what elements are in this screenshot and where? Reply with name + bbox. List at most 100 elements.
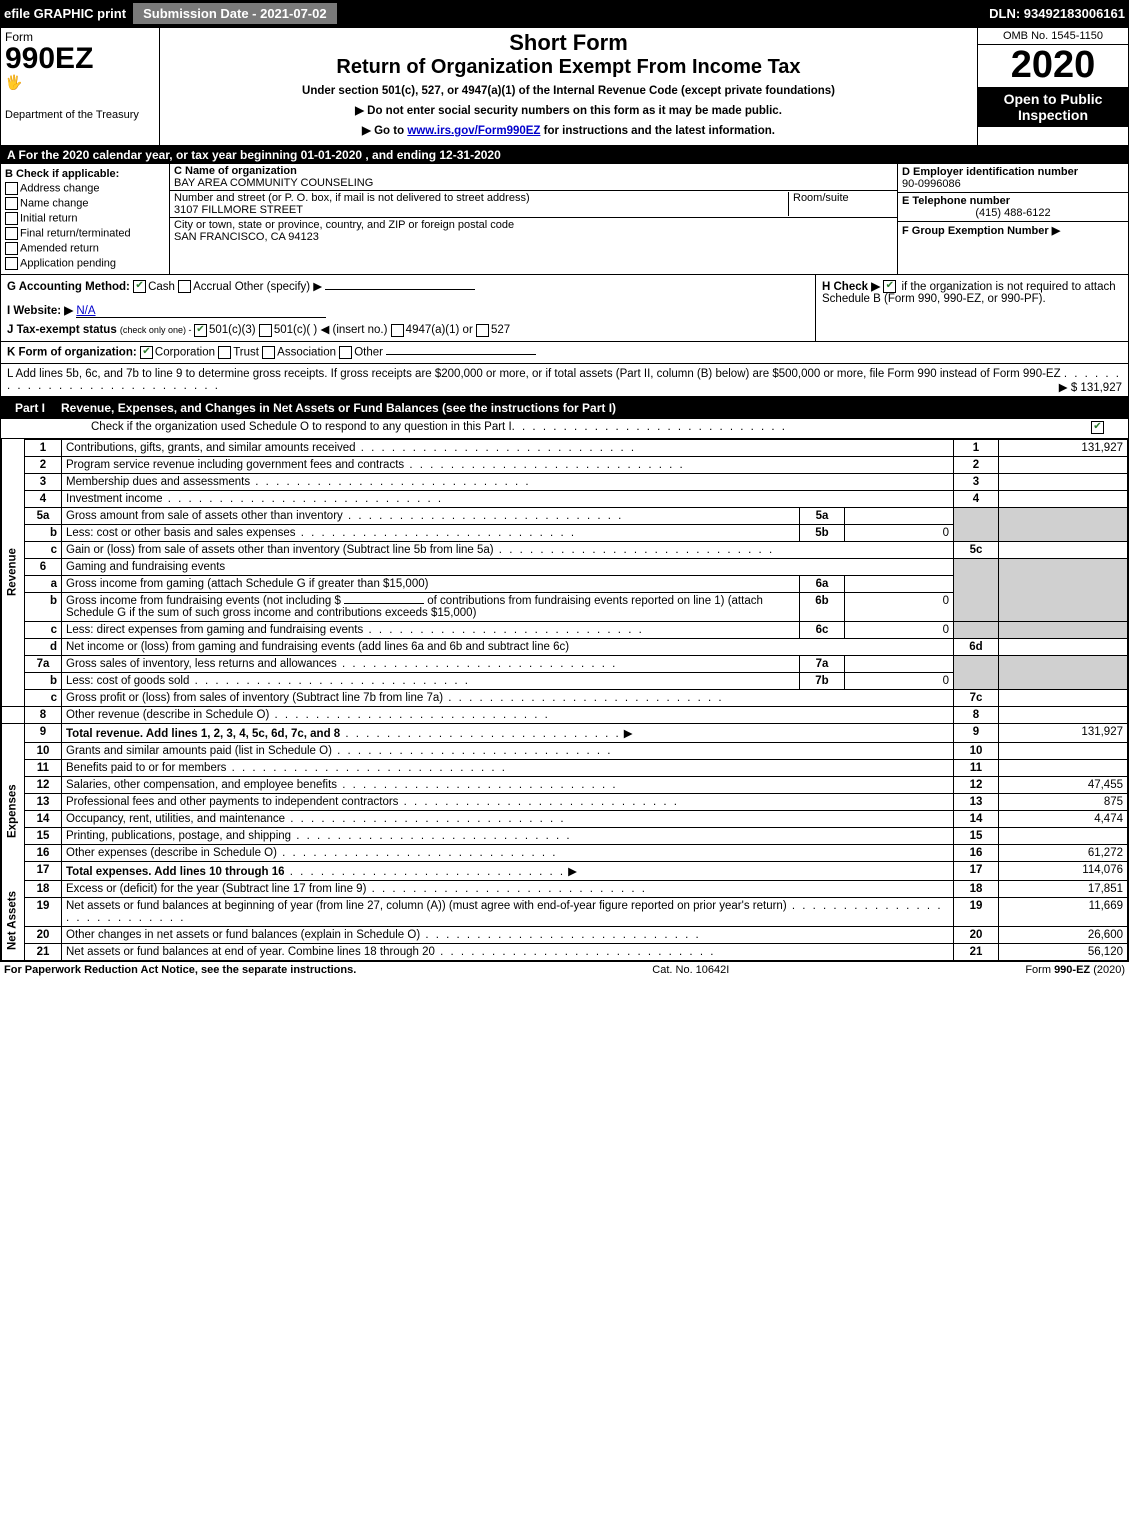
org-name: BAY AREA COMMUNITY COUNSELING — [174, 177, 373, 189]
ln-5c: c — [25, 541, 62, 558]
box-b: B Check if applicable: Address change Na… — [1, 164, 170, 274]
check-accrual[interactable] — [178, 280, 191, 293]
d-7b: Less: cost of goods sold — [66, 675, 189, 687]
submission-date-pill: Submission Date - 2021-07-02 — [132, 2, 338, 25]
check-other-org[interactable] — [339, 346, 352, 359]
amt-17: 114,076 — [999, 861, 1128, 880]
ln-3: 3 — [25, 473, 62, 490]
label-corp: Corporation — [155, 346, 215, 358]
d-17: Total expenses. Add lines 10 through 16 — [66, 866, 285, 878]
check-pending[interactable] — [5, 257, 18, 270]
dept-treasury: Department of the Treasury — [5, 109, 155, 121]
shade-5 — [954, 507, 999, 541]
no-ssn-note: ▶ Do not enter social security numbers o… — [164, 103, 973, 117]
box-4: 4 — [954, 490, 999, 507]
label-accrual: Accrual — [193, 281, 231, 293]
table-row: 4Investment income4 — [2, 490, 1128, 507]
omb-number: OMB No. 1545-1150 — [978, 28, 1128, 45]
table-row: 6Gaming and fundraising events — [2, 558, 1128, 575]
ln-17: 17 — [25, 861, 62, 880]
table-row: 8Other revenue (describe in Schedule O)8 — [2, 706, 1128, 723]
box-f-label: F Group Exemption Number ▶ — [902, 225, 1060, 237]
ln-11: 11 — [25, 759, 62, 776]
check-amended[interactable] — [5, 242, 18, 255]
d-1: Contributions, gifts, grants, and simila… — [66, 442, 356, 454]
table-row: dNet income or (loss) from gaming and fu… — [2, 638, 1128, 655]
amt-11 — [999, 759, 1128, 776]
label-501c3: 501(c)(3) — [209, 324, 256, 336]
row-l: L Add lines 5b, 6c, and 7b to line 9 to … — [1, 364, 1128, 397]
check-assoc[interactable] — [262, 346, 275, 359]
check-527[interactable] — [476, 324, 489, 337]
check-4947[interactable] — [391, 324, 404, 337]
table-row: 21Net assets or fund balances at end of … — [2, 943, 1128, 960]
d-4: Investment income — [66, 493, 163, 505]
check-h[interactable] — [883, 280, 896, 293]
ln-20: 20 — [25, 926, 62, 943]
check-501c[interactable] — [259, 324, 272, 337]
ln-1: 1 — [25, 439, 62, 456]
efile-label[interactable]: efile GRAPHIC print — [4, 6, 132, 21]
ln-14: 14 — [25, 810, 62, 827]
box-b-heading: B Check if applicable: — [5, 168, 165, 180]
irs-link[interactable]: www.irs.gov/Form990EZ — [407, 125, 540, 137]
side-revenue: Revenue — [2, 439, 25, 706]
ln-2: 2 — [25, 456, 62, 473]
iv-6b: 0 — [845, 592, 954, 621]
d-12: Salaries, other compensation, and employ… — [66, 779, 337, 791]
check-501c3[interactable] — [194, 324, 207, 337]
ln-10: 10 — [25, 742, 62, 759]
label-pending: Application pending — [20, 257, 116, 269]
check-final[interactable] — [5, 227, 18, 240]
table-row: 5aGross amount from sale of assets other… — [2, 507, 1128, 524]
iv-5a — [845, 507, 954, 524]
dln-label: DLN: 93492183006161 — [989, 6, 1125, 21]
footer-right-post: (2020) — [1090, 964, 1125, 976]
d-5b: Less: cost or other basis and sales expe… — [66, 527, 296, 539]
check-name[interactable] — [5, 197, 18, 210]
amt-1: 131,927 — [999, 439, 1128, 456]
check-cash[interactable] — [133, 280, 146, 293]
ib-6b: 6b — [800, 592, 845, 621]
i-label: I Website: ▶ — [7, 305, 73, 317]
l-amount: ▶ $ 131,927 — [1059, 380, 1122, 394]
amt-8 — [999, 706, 1128, 723]
ib-5a: 5a — [800, 507, 845, 524]
form-990ez: Form 990EZ 🖐 Department of the Treasury … — [0, 27, 1129, 962]
d-8: Other revenue (describe in Schedule O) — [66, 709, 269, 721]
table-row: 12Salaries, other compensation, and empl… — [2, 776, 1128, 793]
d-15: Printing, publications, postage, and shi… — [66, 830, 291, 842]
box-g: G Accounting Method: Cash Accrual Other … — [1, 275, 815, 341]
amt-13: 875 — [999, 793, 1128, 810]
box-18: 18 — [954, 880, 999, 897]
amt-5c — [999, 541, 1128, 558]
check-schedule-o[interactable] — [1091, 421, 1104, 434]
box-3: 3 — [954, 473, 999, 490]
check-trust[interactable] — [218, 346, 231, 359]
amt-14: 4,474 — [999, 810, 1128, 827]
website-link[interactable]: N/A — [76, 305, 326, 318]
check-initial[interactable] — [5, 212, 18, 225]
line-a-period: A For the 2020 calendar year, or tax yea… — [1, 146, 1128, 164]
label-initial: Initial return — [20, 212, 77, 224]
table-row: 9Total revenue. Add lines 1, 2, 3, 4, 5c… — [2, 723, 1128, 742]
check-address[interactable] — [5, 182, 18, 195]
ln-6c: c — [25, 621, 62, 638]
d-6c: Less: direct expenses from gaming and fu… — [66, 624, 363, 636]
label-4947: 4947(a)(1) or — [406, 324, 473, 336]
d-16: Other expenses (describe in Schedule O) — [66, 847, 277, 859]
ln-8: 8 — [25, 706, 62, 723]
ib-7a: 7a — [800, 655, 845, 672]
entity-section: B Check if applicable: Address change Na… — [1, 164, 1128, 275]
top-bar: efile GRAPHIC print Submission Date - 20… — [0, 0, 1129, 27]
iv-6c: 0 — [845, 621, 954, 638]
shade-6cv — [999, 621, 1128, 638]
box-def: D Employer identification number 90-0996… — [897, 164, 1128, 274]
iv-7b: 0 — [845, 672, 954, 689]
check-corp[interactable] — [140, 346, 153, 359]
box-17: 17 — [954, 861, 999, 880]
table-row: cGross profit or (loss) from sales of in… — [2, 689, 1128, 706]
goto-line: ▶ Go to www.irs.gov/Form990EZ for instru… — [164, 123, 973, 137]
ln-6b: b — [25, 592, 62, 621]
box-e-label: E Telephone number — [902, 195, 1010, 207]
